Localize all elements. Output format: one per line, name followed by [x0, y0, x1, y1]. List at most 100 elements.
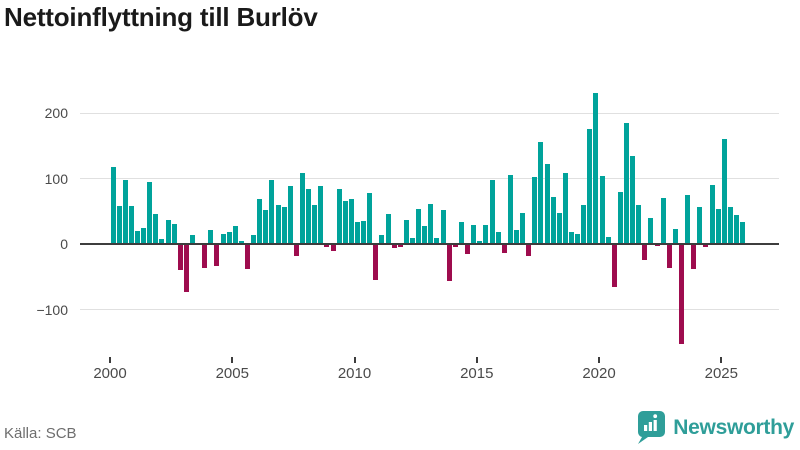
source-label: Källa: SCB — [4, 425, 77, 442]
bar — [483, 225, 489, 244]
bar — [263, 209, 269, 244]
bar — [171, 223, 177, 244]
bar — [287, 186, 293, 244]
bar — [721, 138, 727, 244]
bar — [727, 207, 733, 244]
bar — [679, 244, 684, 344]
y-axis-label: 100 — [44, 170, 68, 187]
x-axis-label: 2020 — [582, 365, 616, 382]
bar — [128, 206, 134, 244]
bar — [501, 244, 507, 253]
bar — [562, 173, 568, 244]
bar — [342, 200, 348, 244]
bar — [532, 177, 538, 244]
bar — [556, 213, 562, 244]
bar — [251, 234, 257, 244]
bar — [269, 180, 275, 244]
x-axis-label: 2025 — [704, 365, 738, 382]
bar — [703, 244, 709, 247]
gridline-100 — [80, 178, 779, 179]
x-axis-label: 2010 — [337, 365, 372, 382]
y-axis-label: 0 — [60, 236, 68, 252]
x-axis-tick — [353, 357, 356, 363]
bar — [697, 206, 703, 244]
newsworthy-logo: Newsworthy — [637, 410, 794, 445]
bar — [513, 230, 519, 244]
bar — [189, 235, 195, 244]
bar — [385, 213, 391, 244]
bar — [293, 244, 299, 257]
gridline-−100 — [80, 309, 779, 310]
bar — [300, 173, 305, 244]
bar — [202, 244, 208, 268]
newsworthy-badge-icon — [638, 411, 666, 444]
bar — [672, 228, 678, 244]
y-axis-label: 200 — [44, 105, 68, 121]
x-axis-tick — [231, 357, 234, 363]
bar — [691, 244, 697, 269]
bar — [685, 194, 691, 244]
newsworthy-wordmark: Newsworthy — [673, 415, 794, 439]
bar — [642, 244, 648, 261]
bar — [587, 129, 593, 244]
bar — [630, 156, 636, 244]
x-axis-tick — [598, 357, 601, 363]
gridline-200 — [80, 112, 779, 114]
bar — [489, 180, 495, 244]
bar — [593, 93, 599, 244]
bar — [397, 244, 403, 247]
bar — [416, 208, 422, 244]
bar — [544, 164, 550, 244]
bar — [318, 185, 324, 244]
bar — [257, 199, 263, 244]
bar — [244, 244, 250, 269]
bar — [715, 209, 721, 244]
bar — [226, 231, 232, 244]
bar — [458, 221, 464, 244]
x-axis-label: 2000 — [93, 365, 127, 382]
bar — [147, 181, 153, 244]
bar — [355, 221, 361, 244]
bar — [709, 185, 715, 244]
bar — [648, 218, 654, 244]
bar — [238, 241, 244, 244]
x-axis-label: 2015 — [460, 365, 494, 382]
bar — [575, 233, 581, 244]
bar — [477, 240, 483, 244]
x-axis-label: 2005 — [215, 365, 249, 382]
bar — [636, 204, 642, 244]
bar — [568, 231, 574, 244]
bar — [452, 244, 458, 247]
bar — [159, 238, 165, 244]
bar — [581, 205, 587, 244]
bar — [520, 213, 526, 244]
bar — [134, 230, 140, 244]
bar — [379, 234, 385, 244]
bar — [110, 166, 116, 244]
bar — [507, 174, 513, 244]
bar — [422, 225, 428, 244]
bar — [183, 244, 189, 293]
bar — [208, 229, 214, 244]
chart-title: Nettoinflyttning till Burlöv — [4, 2, 318, 32]
bar — [599, 175, 605, 244]
bar — [440, 209, 446, 244]
bar — [348, 199, 354, 244]
x-axis-tick — [720, 357, 723, 363]
bar — [306, 188, 312, 244]
bar — [428, 204, 434, 244]
bar — [281, 206, 287, 244]
bar — [623, 123, 629, 244]
bar — [617, 191, 623, 244]
bar — [740, 222, 746, 244]
bar — [324, 244, 330, 247]
bar — [550, 196, 556, 244]
bar — [275, 204, 281, 244]
bar — [336, 188, 342, 244]
zero-axis-line — [80, 243, 779, 245]
bar — [605, 237, 611, 244]
bar — [220, 233, 226, 244]
bar — [312, 205, 318, 244]
bar — [330, 244, 336, 252]
